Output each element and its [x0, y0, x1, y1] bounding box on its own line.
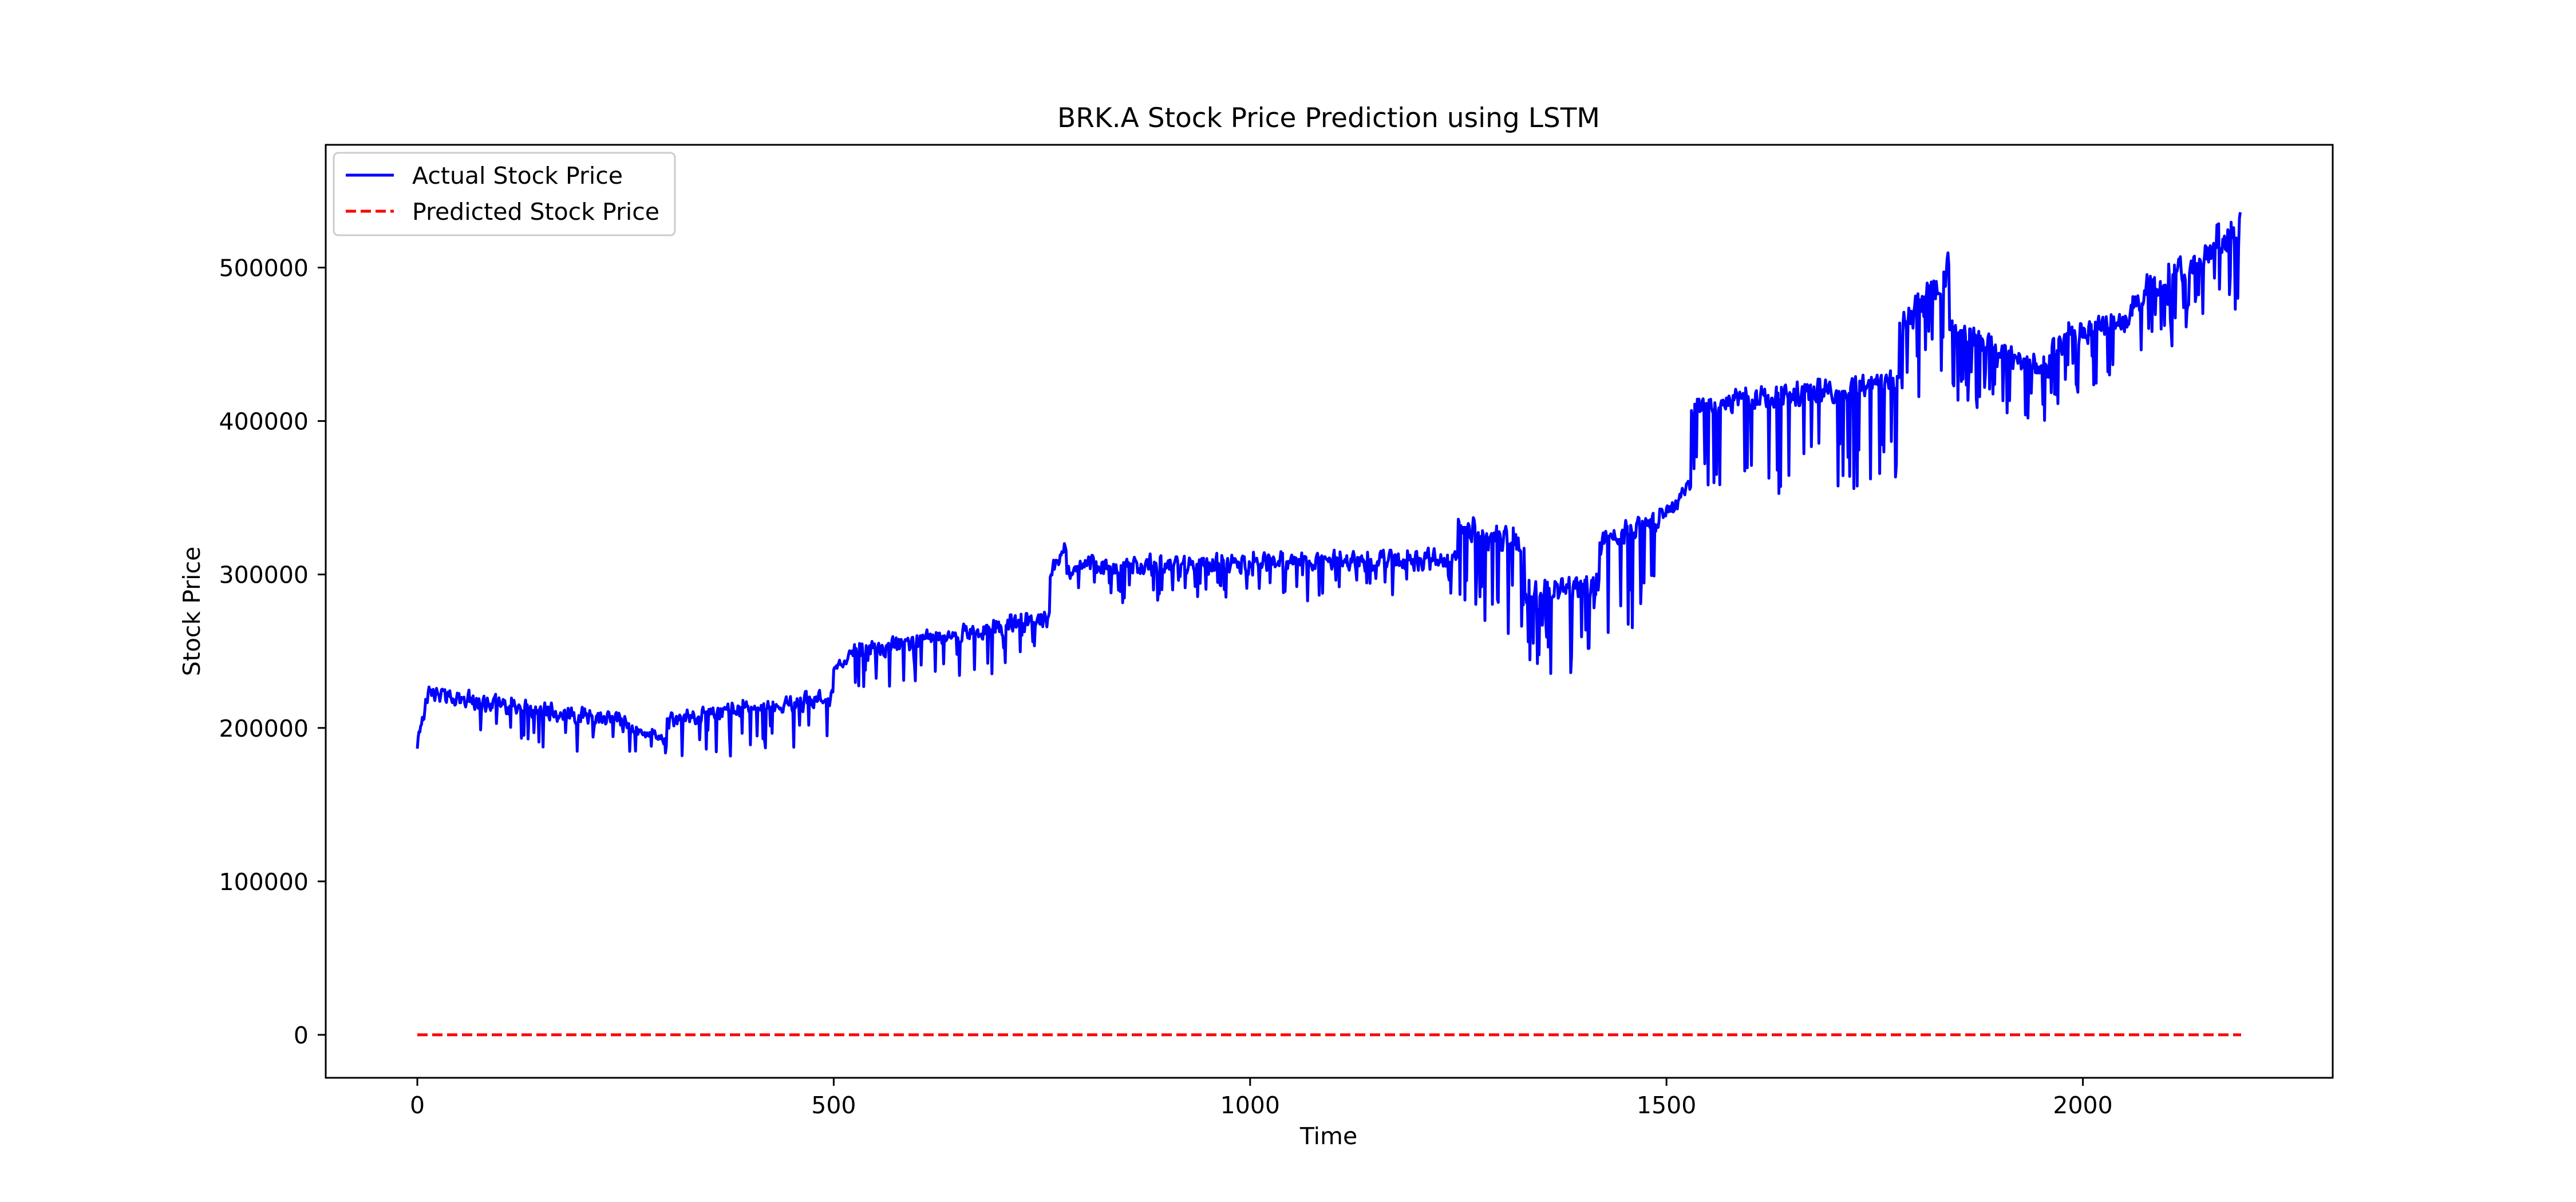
series-line-actual — [416, 212, 2242, 758]
legend-label-actual: Actual Stock Price — [412, 162, 623, 189]
legend-box — [333, 152, 676, 236]
y-tick-label: 500000 — [219, 254, 309, 282]
x-tick-label: 0 — [410, 1092, 425, 1119]
plot-area — [416, 212, 2242, 1037]
y-axis: 0 100000 200000 300000 400000 500000 — [219, 254, 326, 1049]
y-axis-label: Stock Price — [178, 547, 206, 677]
x-tick-label: 500 — [811, 1092, 856, 1119]
chart-title: BRK.A Stock Price Prediction using LSTM — [1057, 102, 1600, 134]
plot-frame — [325, 144, 2334, 1079]
y-tick-label: 400000 — [219, 408, 309, 436]
y-tick-label: 200000 — [219, 715, 309, 742]
x-tick-label: 2000 — [2053, 1092, 2112, 1119]
x-axis: 0 500 1000 1500 2000 — [410, 1078, 2113, 1119]
x-axis-label: Time — [1299, 1122, 1357, 1150]
legend-label-predicted: Predicted Stock Price — [412, 198, 659, 226]
y-tick-label: 300000 — [219, 562, 309, 589]
y-tick-label: 100000 — [219, 868, 309, 896]
y-tick-label: 0 — [294, 1022, 309, 1049]
x-tick-label: 1000 — [1220, 1092, 1280, 1119]
x-tick-label: 1500 — [1637, 1092, 1696, 1119]
legend: Actual Stock Price Predicted Stock Price — [333, 152, 676, 236]
